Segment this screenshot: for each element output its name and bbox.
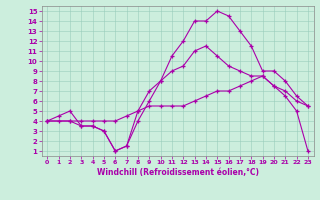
X-axis label: Windchill (Refroidissement éolien,°C): Windchill (Refroidissement éolien,°C) bbox=[97, 168, 259, 177]
